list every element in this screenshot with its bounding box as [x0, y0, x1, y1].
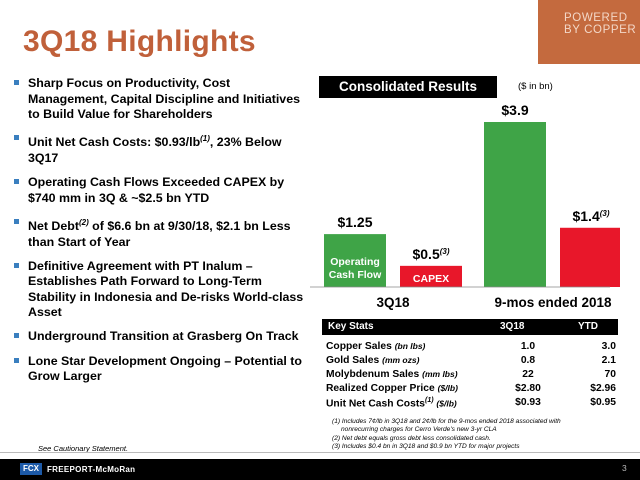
highlight-text: Net Debt	[28, 218, 79, 233]
highlight-text: Underground Transition at Grasberg On Tr…	[28, 329, 299, 344]
bullet-square-icon	[14, 333, 19, 339]
highlight-item: Unit Net Cash Costs: $0.93/lb(1), 23% Be…	[14, 131, 304, 166]
footnote: (2) Net debt equals gross debt less cons…	[332, 434, 491, 442]
footnote-ref: (2)	[78, 217, 89, 227]
stat-label: Copper Sales (bn lbs)	[326, 340, 426, 352]
highlight-item: Definitive Agreement with PT Inalum – Es…	[14, 259, 304, 321]
stat-3q18: 0.8	[520, 354, 536, 366]
category-label: 3Q18	[376, 295, 410, 310]
table-row: Realized Copper Price ($/lb) $2.80 $2.96	[326, 382, 616, 396]
stat-label: Gold Sales (mm ozs)	[326, 354, 420, 366]
bar-value-label: $1.4(3)	[572, 208, 609, 224]
highlight-text: Lone Star Development Ongoing – Potentia…	[28, 353, 302, 384]
company-logo: FCX FREEPORT-McMoRan	[20, 463, 135, 475]
stat-label: Molybdenum Sales (mm lbs)	[326, 368, 458, 380]
stat-ytd: $2.96	[590, 383, 616, 395]
table-row: Gold Sales (mm ozs) 0.8 2.1	[326, 353, 616, 367]
ocf-bar	[324, 234, 386, 287]
category-label: 9-mos ended 2018	[494, 295, 612, 310]
ocf-inline-label: Cash Flow	[329, 269, 382, 281]
bar-value-label: $0.5(3)	[412, 246, 449, 262]
key-stats-title: Key Stats	[328, 321, 374, 332]
logo-wordmark: FREEPORT-McMoRan	[47, 464, 136, 474]
stat-3q18: $2.80	[515, 383, 541, 395]
cash-flow-chart: $1.25 $0.5(3) 3Q18 $3.9 $1.4(3) 9-mos ended 2…	[310, 102, 620, 310]
highlight-text-cont: of $6.6 bn at 9/30/18, $2.1 bn Less than…	[28, 218, 291, 249]
footer-bar	[0, 459, 640, 480]
key-stats-col-3q18: 3Q18	[500, 321, 525, 332]
stat-ytd: 3.0	[601, 340, 616, 352]
highlight-item: Net Debt(2) of $6.6 bn at 9/30/18, $2.1 …	[14, 215, 304, 250]
table-row: Molybdenum Sales (mm lbs) 22 70	[326, 367, 616, 381]
key-stats-table: Copper Sales (bn lbs) 1.0 3.0 Gold Sales…	[326, 339, 616, 410]
bullet-square-icon	[14, 179, 19, 185]
highlight-text: Operating Cash Flows Exceeded CAPEX by $…	[28, 175, 285, 205]
cautionary-statement: See Cautionary Statement.	[38, 444, 129, 453]
stat-label: Unit Net Cash Costs(1) ($/lb)	[326, 396, 457, 410]
footnote: (1) Includes 7¢/lb in 3Q18 and 2¢/lb for…	[332, 418, 561, 425]
highlight-item: Operating Cash Flows Exceeded CAPEX by $…	[14, 175, 304, 206]
ocf-bar	[484, 122, 546, 287]
bullet-square-icon	[14, 357, 19, 363]
bullet-square-icon	[14, 135, 19, 141]
bullet-square-icon	[14, 80, 19, 85]
stat-label: Realized Copper Price ($/lb)	[326, 383, 458, 395]
ocf-inline-label: Operating	[330, 256, 380, 268]
stat-ytd: 70	[604, 368, 616, 380]
footnotes: (1) Includes 7¢/lb in 3Q18 and 2¢/lb for…	[332, 418, 622, 451]
table-row: Copper Sales (bn lbs) 1.0 3.0	[326, 339, 616, 353]
capex-bar	[400, 265, 462, 287]
consolidated-results-header: Consolidated Results	[319, 76, 497, 98]
footnote: nonrecurring charges for Cerro Verde's n…	[341, 426, 497, 434]
footnote-ref: (1)	[200, 134, 210, 144]
highlight-item: Sharp Focus on Productivity, Cost Manage…	[14, 76, 304, 123]
stat-ytd: $0.95	[590, 397, 616, 409]
stat-ytd: 2.1	[601, 354, 616, 366]
bar-value-label: $1.25	[337, 214, 372, 230]
highlight-text: Unit Net Cash Costs: $0.93/lb	[28, 135, 201, 150]
page-number: 3	[622, 463, 627, 473]
brand-line-1: POWERED	[564, 12, 628, 24]
brand-line-2: BY COPPER	[564, 24, 637, 36]
table-row: Unit Net Cash Costs(1) ($/lb) $0.93 $0.9…	[326, 396, 616, 410]
highlight-item: Underground Transition at Grasberg On Tr…	[14, 329, 304, 345]
footer-divider	[0, 452, 640, 453]
capex-bar	[560, 227, 620, 287]
bullet-square-icon	[14, 262, 19, 268]
key-stats-col-ytd: YTD	[578, 321, 598, 332]
highlight-text: Definitive Agreement with PT Inalum – Es…	[28, 258, 304, 320]
unit-label: ($ in bn)	[518, 81, 553, 92]
bullet-square-icon	[14, 218, 19, 224]
highlight-text-cont: , 23% Below 3Q17	[28, 135, 282, 165]
key-stats-header: Key Stats 3Q18 YTD	[322, 319, 618, 335]
page-title: 3Q18 Highlights	[23, 25, 256, 58]
stat-3q18: 1.0	[520, 340, 536, 352]
bar-value-label: $3.9	[501, 102, 528, 118]
highlight-item: Lone Star Development Ongoing – Potentia…	[14, 354, 304, 385]
stat-3q18: 22	[522, 368, 534, 380]
highlights-list: Sharp Focus on Productivity, Cost Manage…	[14, 76, 304, 393]
capex-inline-label: CAPEX	[413, 273, 449, 285]
footnote: (3) Includes $0.4 bn in 3Q18 and $0.9 bn…	[332, 442, 520, 450]
brand-tagline: POWERED BY COPPER	[538, 0, 640, 64]
logo-mark-icon: FCX	[20, 463, 42, 475]
stat-3q18: $0.93	[515, 397, 541, 409]
highlight-text: Sharp Focus on Productivity, Cost Manage…	[28, 76, 300, 122]
